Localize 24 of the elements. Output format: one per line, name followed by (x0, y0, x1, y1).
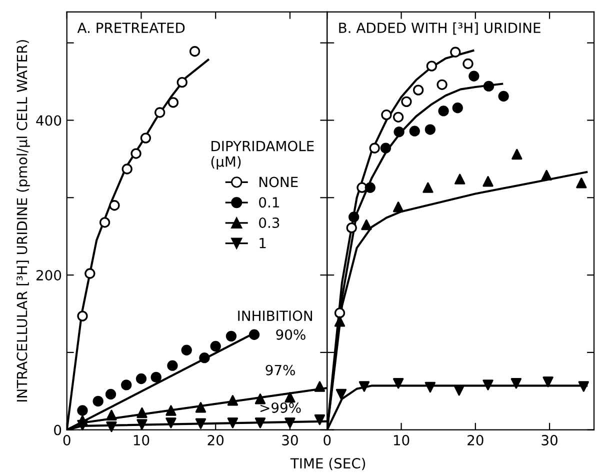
x-tick-label: 0 (63, 434, 70, 446)
legend-label: 0.1 (259, 197, 279, 208)
text: B. ADDED WITH [³H] URIDINE (339, 22, 540, 35)
y-axis-title: INTRACELLULAR [³H] URIDINE (pmol/µl CELL WATER) (16, 40, 30, 402)
x-tick-label: 30 (542, 434, 558, 446)
x-tick-label: 20 (208, 434, 224, 446)
annotation: 90% (276, 329, 306, 340)
x-axis-title: TIME (SEC) (290, 458, 366, 470)
annotation: 97% (266, 364, 295, 376)
annotation: INHIBITION (238, 310, 312, 322)
legend-label: 1 (260, 238, 266, 248)
x-tick-label: 10 (394, 434, 410, 446)
y-tick-label: 400 (36, 115, 62, 126)
x-tick-label: 10 (134, 434, 150, 446)
x-tick-label: 30 (282, 434, 298, 446)
annotation: >99% (260, 402, 301, 413)
x-tick-label: 0 (324, 434, 331, 446)
text: A. PRETREATED (77, 22, 185, 33)
y-tick-label: 0 (54, 424, 62, 436)
legend-label: NONE (260, 176, 298, 188)
x-tick-label: 20 (468, 434, 484, 446)
legend-label: 0.3 (259, 217, 280, 228)
y-tick-label: 200 (36, 270, 62, 281)
legend-title: DIPYRIDAMOLE (µM) (211, 140, 314, 170)
